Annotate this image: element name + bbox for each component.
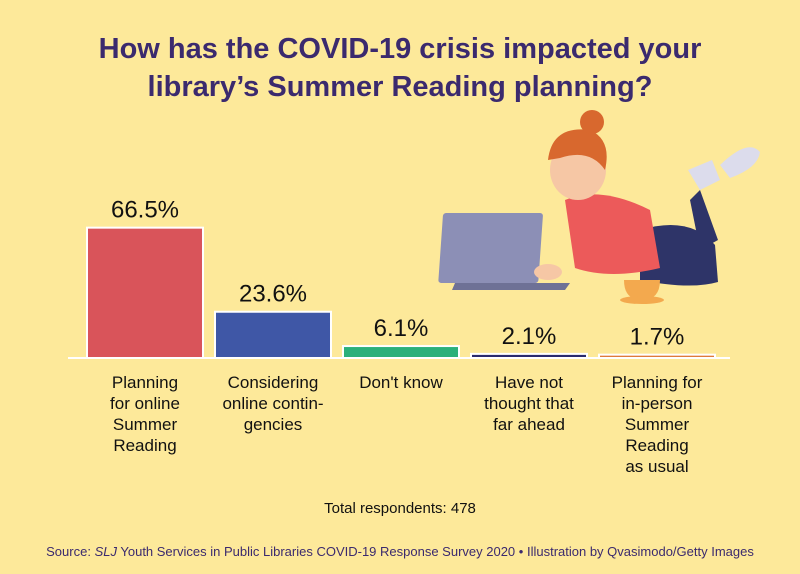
value-label: 23.6% <box>239 281 307 308</box>
category-label: Have not thought that far ahead <box>484 373 574 434</box>
value-label: 66.5% <box>111 197 179 224</box>
category-label: Planning for online Summer Reading <box>110 373 180 455</box>
bar <box>214 310 332 359</box>
category-label: Considering online contin-gencies <box>222 373 323 434</box>
source: Source: SLJ Youth Services in Public Lib… <box>46 544 754 559</box>
total-respondents: Total respondents: 478 <box>324 500 476 517</box>
value-label: 6.1% <box>374 315 429 342</box>
category-label: Don't know <box>359 373 443 392</box>
source-survey: Youth Services in Public Libraries COVID… <box>120 544 515 559</box>
bar <box>598 353 716 359</box>
source-publication: SLJ <box>95 544 118 559</box>
source-prefix: Source: <box>46 544 91 559</box>
title: How has the COVID-19 crisis impacted you… <box>99 33 702 103</box>
bar <box>342 345 460 360</box>
source-separator: • <box>519 544 524 559</box>
category-label: Planning for in-person Summer Reading as usu… <box>612 373 703 476</box>
value-label: 1.7% <box>630 324 685 351</box>
value-label: 2.1% <box>502 323 557 350</box>
illustration <box>438 110 760 304</box>
source-credit: Illustration by Qvasimodo/Getty Images <box>527 544 754 559</box>
bar <box>470 352 588 360</box>
bar <box>86 226 204 359</box>
